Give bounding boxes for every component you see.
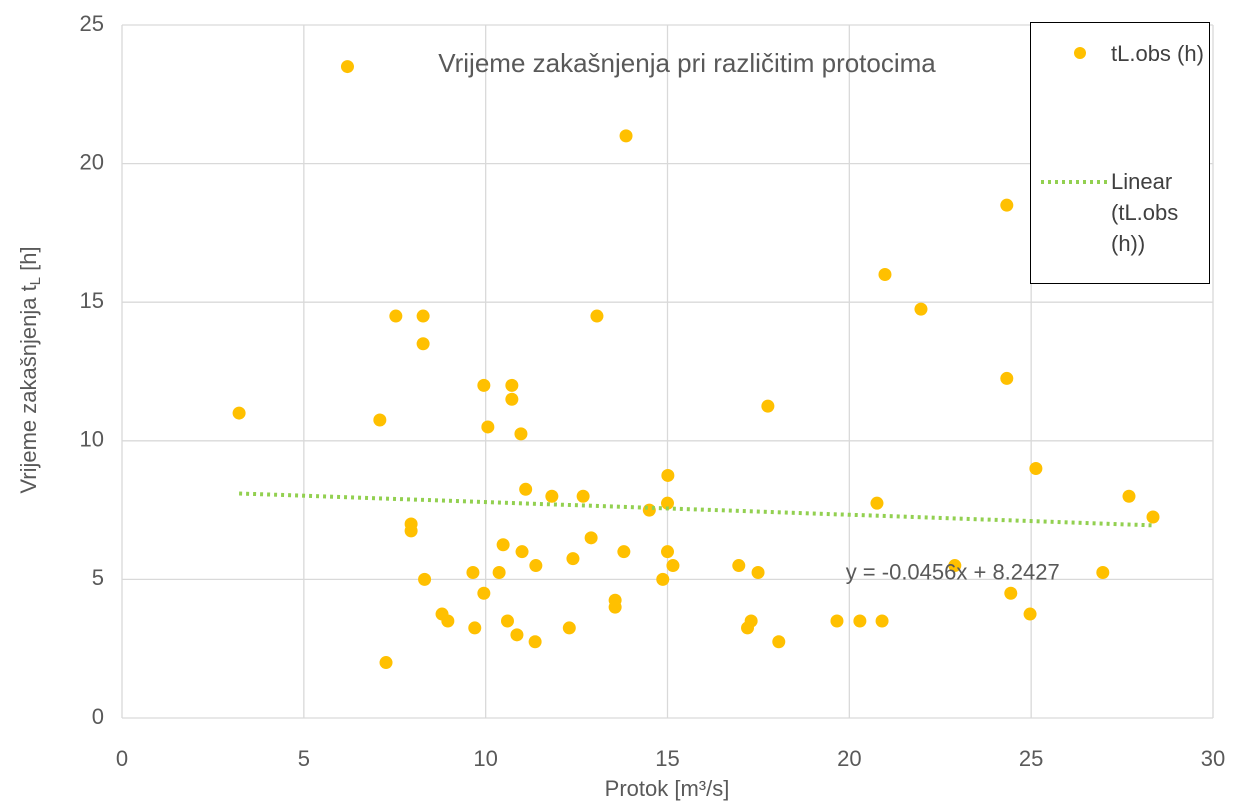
data-point xyxy=(878,267,892,281)
y-label-text: Vrijeme zakašnjenja t xyxy=(16,285,41,493)
y-tick-label: 15 xyxy=(80,288,104,313)
data-point xyxy=(1000,198,1014,212)
x-tick-label: 25 xyxy=(1019,746,1043,771)
data-point xyxy=(379,656,393,670)
data-point xyxy=(519,482,533,496)
data-point xyxy=(590,309,604,323)
data-point xyxy=(914,302,928,316)
legend: tL.obs (h) Linear (tL.obs (h)) xyxy=(1030,22,1210,284)
legend-label: tL.obs (h) xyxy=(1111,41,1204,66)
data-point xyxy=(642,503,656,517)
x-tick-label: 15 xyxy=(655,746,679,771)
legend-label: Linear (tL.obs (h)) xyxy=(1111,169,1179,256)
data-point xyxy=(761,399,775,413)
y-label-suffix: [h] xyxy=(16,246,41,277)
data-point xyxy=(661,545,674,559)
data-point xyxy=(389,309,403,323)
x-tick-label: 30 xyxy=(1201,746,1225,771)
data-point xyxy=(853,614,867,628)
data-point xyxy=(566,552,580,566)
data-point xyxy=(545,489,559,503)
data-point xyxy=(340,60,354,74)
data-point xyxy=(514,427,528,441)
legend-marker xyxy=(1074,47,1086,59)
legend-symbol xyxy=(1074,47,1086,59)
x-tick-label: 0 xyxy=(116,746,128,771)
data-point xyxy=(1023,607,1037,621)
x-tick-label: 5 xyxy=(298,746,310,771)
data-point xyxy=(656,572,670,586)
data-point xyxy=(373,413,387,427)
x-tick-label: 20 xyxy=(837,746,861,771)
data-point xyxy=(416,309,430,323)
data-point xyxy=(492,565,506,579)
data-point xyxy=(418,572,432,586)
y-label-sub: L xyxy=(27,277,44,285)
data-point xyxy=(666,559,680,573)
equation-label: y = -0.0456x + 8.2427 xyxy=(846,560,1060,585)
data-point xyxy=(562,621,576,635)
data-point xyxy=(1096,565,1110,579)
data-point xyxy=(584,531,598,545)
data-point xyxy=(477,378,491,392)
data-point xyxy=(529,559,543,573)
data-point xyxy=(510,628,524,642)
data-point xyxy=(751,565,765,579)
y-tick-label: 10 xyxy=(80,427,104,452)
data-point xyxy=(1029,462,1043,476)
data-point xyxy=(515,545,529,559)
data-point xyxy=(830,614,844,628)
data-point xyxy=(466,565,480,579)
data-point xyxy=(870,496,884,510)
data-point xyxy=(948,559,962,573)
data-point xyxy=(576,489,590,503)
data-point xyxy=(1004,586,1018,600)
y-tick-label: 20 xyxy=(80,149,104,174)
x-axis-label: Protok [m³/s] xyxy=(605,776,730,801)
data-point xyxy=(1000,371,1014,385)
data-point xyxy=(477,586,491,600)
data-point xyxy=(416,337,430,351)
data-point xyxy=(875,614,889,628)
trendline xyxy=(239,491,1154,528)
data-point xyxy=(481,420,495,434)
x-tick-label: 10 xyxy=(473,746,497,771)
data-point xyxy=(732,559,746,573)
data-point xyxy=(496,538,510,552)
y-tick-label: 5 xyxy=(92,565,104,590)
data-point xyxy=(1146,510,1160,524)
data-point xyxy=(744,614,758,628)
data-point xyxy=(617,545,631,559)
data-point xyxy=(505,378,519,392)
data-point xyxy=(661,496,674,510)
data-point xyxy=(500,614,514,628)
y-axis-label: Vrijeme zakašnjenja tL [h] xyxy=(16,246,44,493)
data-point xyxy=(772,635,786,649)
data-point xyxy=(1122,489,1136,503)
data-point xyxy=(661,468,675,482)
data-point xyxy=(608,600,622,614)
data-point xyxy=(404,524,418,538)
data-point xyxy=(441,614,455,628)
chart-title: Vrijeme zakašnjenja pri različitim proto… xyxy=(438,48,936,78)
y-tick-label: 0 xyxy=(92,704,104,729)
data-point xyxy=(232,406,246,420)
data-point xyxy=(619,129,633,143)
data-point xyxy=(468,621,482,635)
legend-marker xyxy=(1041,180,1107,184)
data-point xyxy=(505,392,519,406)
data-point xyxy=(528,635,542,649)
y-tick-label: 25 xyxy=(80,11,104,36)
